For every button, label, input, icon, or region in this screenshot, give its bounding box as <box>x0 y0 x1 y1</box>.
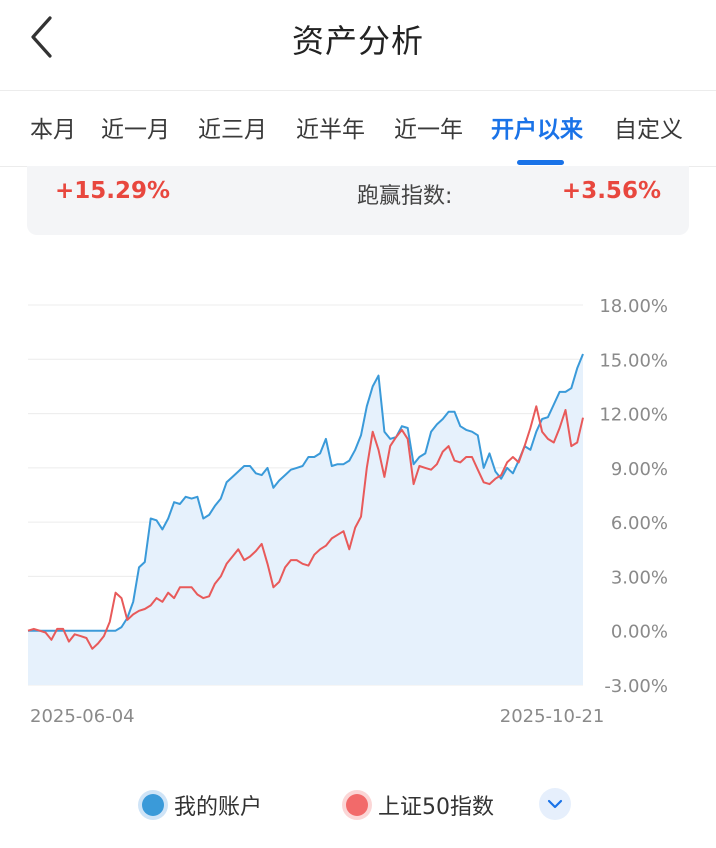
y-tick-label: 12.00% <box>599 405 668 426</box>
tab-1-year[interactable]: 近一年 <box>394 117 463 143</box>
tab-3-months[interactable]: 近三月 <box>198 117 267 143</box>
tab-custom[interactable]: 自定义 <box>614 117 683 143</box>
summary-card: +15.29% 跑赢指数: +3.56% <box>27 166 689 235</box>
period-tabs: 本月 近一月 近三月 近半年 近一年 开户以来 自定义 <box>0 90 716 167</box>
outperform-value: +3.56% <box>561 178 661 204</box>
tab-since-opening[interactable]: 开户以来 <box>491 117 583 143</box>
y-tick-label: -3.00% <box>604 676 668 697</box>
series-area-account <box>28 354 583 685</box>
tab-this-month[interactable]: 本月 <box>30 117 76 143</box>
legend-dot-account <box>142 794 164 816</box>
y-tick-label: 9.00% <box>611 459 668 480</box>
legend-item-account[interactable]: 我的账户 <box>142 787 262 823</box>
chart-legend: 我的账户 上证50指数 <box>0 785 716 825</box>
active-tab-indicator <box>517 160 564 165</box>
y-tick-label: 6.00% <box>611 513 668 534</box>
tab-6-months[interactable]: 近半年 <box>296 117 365 143</box>
return-value: +15.29% <box>55 178 171 204</box>
tab-1-month[interactable]: 近一月 <box>101 117 170 143</box>
x-tick-label: 2025-10-21 <box>500 706 605 727</box>
app-header: 资产分析 <box>0 0 716 91</box>
chevron-left-icon[interactable] <box>20 12 70 62</box>
y-tick-label: 18.00% <box>599 296 668 317</box>
legend-label-index: 上证50指数 <box>378 795 494 820</box>
page-title: 资产分析 <box>291 22 424 60</box>
return-chart[interactable]: 18.00% 15.00% 12.00% 9.00% 6.00% 3.00% 0.00% -3… <box>0 280 716 730</box>
y-tick-label: 15.00% <box>599 350 668 371</box>
legend-label-account: 我的账户 <box>174 795 263 820</box>
chevron-down-icon[interactable] <box>539 788 571 820</box>
y-tick-label: 0.00% <box>611 622 668 643</box>
x-tick-label: 2025-06-04 <box>30 706 135 727</box>
series-line-account <box>28 353 584 632</box>
y-tick-label: 3.00% <box>611 567 668 588</box>
outperform-label: 跑赢指数: <box>357 184 453 209</box>
legend-dot-index <box>346 794 368 816</box>
series-line-index <box>27 405 584 650</box>
legend-item-index[interactable]: 上证50指数 <box>346 787 494 823</box>
